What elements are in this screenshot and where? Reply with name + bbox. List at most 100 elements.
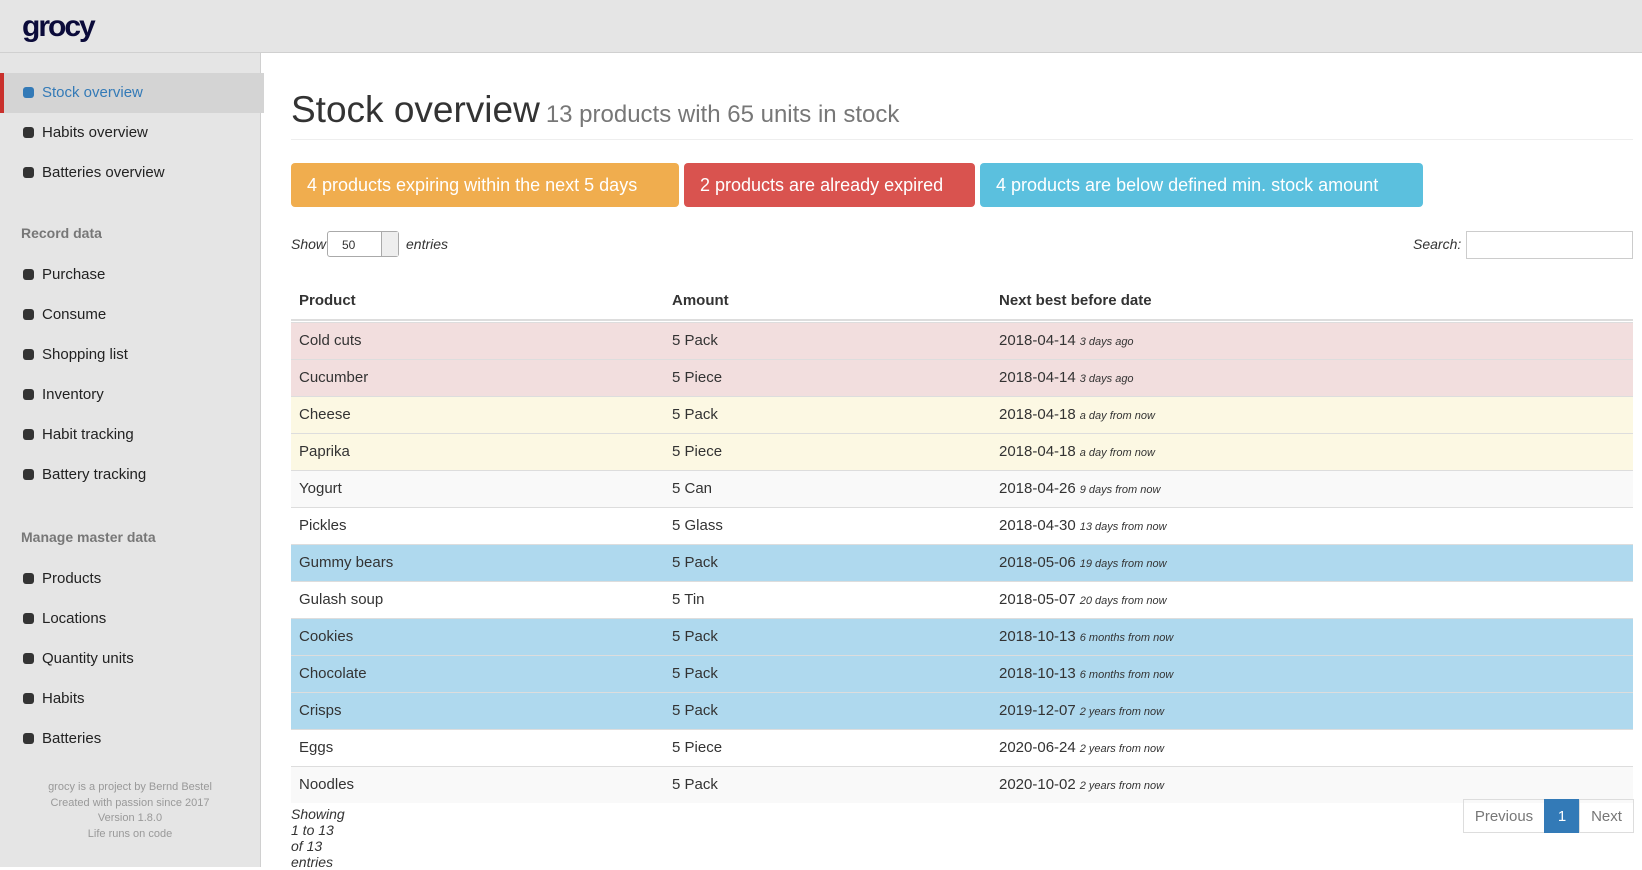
column-header[interactable]: Amount: [664, 281, 991, 321]
best-before: 2019-12-07 2 years from now: [999, 693, 1164, 730]
nav-item[interactable]: Shopping list: [0, 335, 260, 375]
footer-line: grocy is a project by Bernd Bestel: [48, 781, 212, 793]
relative-date: a day from now: [1079, 447, 1155, 459]
date: 2018-04-26: [999, 480, 1076, 497]
divider: [291, 139, 1633, 140]
nav-item[interactable]: Inventory: [0, 375, 260, 415]
footer-line: Version 1.8.0: [97, 812, 163, 824]
nav-label: Locations: [42, 610, 107, 627]
footer-line: Created with passion since 2017: [50, 796, 210, 809]
date: 2018-05-07: [999, 591, 1076, 608]
table-row: Cookies 5 Pack 2018-10-13 6 months from now: [291, 618, 1633, 655]
nav-icon: [23, 309, 34, 320]
nav-icon: [23, 429, 34, 440]
table-row: Crisps 5 Pack 2019-12-07 2 years from now: [291, 692, 1633, 729]
best-before: 2018-04-18 a day from now: [999, 434, 1155, 471]
date: 2018-04-30: [999, 517, 1076, 534]
amount: 5 Pack: [672, 702, 718, 719]
nav-item[interactable]: Consume: [0, 295, 260, 335]
best-before: 2018-04-18 a day from now: [999, 397, 1155, 434]
amount: 5 Piece: [672, 369, 723, 386]
relative-date: 2 years from now: [1079, 780, 1165, 792]
amount: 5 Piece: [672, 739, 723, 756]
nav-item[interactable]: Purchase: [0, 255, 260, 295]
nav-label: Habits: [42, 690, 85, 707]
logo[interactable]: grocy: [22, 10, 96, 43]
nav-item[interactable]: Habits: [0, 679, 260, 719]
relative-date: 2 years from now: [1079, 706, 1165, 718]
amount: 5 Can: [672, 480, 713, 497]
subtitle: 13 products with 65 units in stock: [545, 101, 900, 128]
product-name: Crisps: [299, 702, 342, 719]
nav-icon: [23, 127, 34, 138]
nav-label: Batteries overview: [42, 164, 165, 181]
nav-icon: [23, 469, 34, 480]
best-before: 2018-04-14 3 days ago: [999, 360, 1134, 397]
section-title: Manage master data: [21, 529, 156, 545]
table-row: Cheese 5 Pack 2018-04-18 a day from now: [291, 396, 1633, 433]
best-before: 2018-05-07 20 days from now: [999, 582, 1167, 619]
date: 2018-04-18: [999, 443, 1076, 460]
top-bar: grocy: [0, 0, 1642, 53]
product-name: Yogurt: [299, 480, 342, 497]
relative-date: 3 days ago: [1079, 336, 1134, 348]
date: 2018-04-14: [999, 332, 1076, 349]
best-before: 2018-04-30 13 days from now: [999, 508, 1167, 545]
nav-item[interactable]: Batteries overview: [0, 153, 260, 193]
amount: 5 Tin: [672, 591, 705, 608]
nav-icon: [23, 653, 34, 664]
relative-date: 20 days from now: [1079, 595, 1167, 607]
relative-date: 6 months from now: [1079, 669, 1174, 681]
table-row: Gummy bears 5 Pack 2018-05-06 19 days from …: [291, 544, 1633, 581]
date: 2018-04-18: [999, 406, 1076, 423]
table-row: Chocolate 5 Pack 2018-10-13 6 months from n…: [291, 655, 1633, 692]
nav-label: Consume: [42, 306, 107, 323]
nav-icon: [23, 389, 34, 400]
relative-date: 2 years from now: [1079, 743, 1165, 755]
amount: 5 Glass: [672, 517, 723, 534]
relative-date: 9 days from now: [1079, 484, 1161, 496]
nav-item[interactable]: Batteries: [0, 719, 260, 759]
table-row: Yogurt 5 Can 2018-04-26 9 days from now: [291, 470, 1633, 507]
table-row: Cucumber 5 Piece 2018-04-14 3 days ago: [291, 359, 1633, 396]
table-info: Showing 1 to 13 of 13 entries: [291, 806, 345, 870]
alert[interactable]: 4 products are below defined min. stock …: [980, 163, 1423, 207]
alert[interactable]: 4 products expiring within the next 5 da…: [291, 163, 679, 207]
pagination-button[interactable]: Previous: [1463, 799, 1545, 833]
search-label: Search:: [1413, 236, 1462, 252]
nav-label: Shopping list: [42, 346, 128, 363]
best-before: 2018-10-13 6 months from now: [999, 619, 1173, 656]
nav-item[interactable]: Locations: [0, 599, 260, 639]
table-row: Paprika 5 Piece 2018-04-18 a day from now: [291, 433, 1633, 470]
nav-item[interactable]: Habits overview: [0, 113, 260, 153]
date: 2020-10-02: [999, 776, 1076, 793]
column-header[interactable]: Product: [291, 281, 664, 321]
pagination-button[interactable]: 1: [1544, 799, 1580, 833]
nav-label: Purchase: [42, 266, 106, 283]
product-name: Cold cuts: [299, 332, 362, 349]
nav-item[interactable]: Products: [0, 559, 260, 599]
page-title: Stock overview 13 products with 65 units …: [291, 89, 899, 131]
nav-icon: [23, 167, 34, 178]
product-name: Gummy bears: [299, 554, 394, 571]
nav-item[interactable]: Quantity units: [0, 639, 260, 679]
column-header[interactable]: Next best before date: [991, 281, 1633, 321]
page-size-select[interactable]: 50: [327, 231, 399, 257]
alert[interactable]: 2 products are already expired: [684, 163, 975, 207]
nav-item[interactable]: Battery tracking: [0, 455, 260, 495]
title: Stock overview: [291, 89, 540, 130]
nav-item[interactable]: Stock overview: [0, 73, 264, 113]
table-row: Cold cuts 5 Pack 2018-04-14 3 days ago: [291, 322, 1633, 359]
nav-icon: [23, 349, 34, 360]
section-title: Record data: [21, 225, 102, 241]
nav-label: Battery tracking: [42, 466, 147, 483]
nav-item[interactable]: Habit tracking: [0, 415, 260, 455]
table-row: Eggs 5 Piece 2020-06-24 2 years from now: [291, 729, 1633, 766]
best-before: 2018-04-26 9 days from now: [999, 471, 1160, 508]
product-name: Cucumber: [299, 369, 369, 386]
amount: 5 Pack: [672, 776, 718, 793]
best-before: 2020-06-24 2 years from now: [999, 730, 1164, 767]
search-input[interactable]: [1466, 231, 1633, 259]
pagination-button[interactable]: Next: [1579, 799, 1634, 833]
